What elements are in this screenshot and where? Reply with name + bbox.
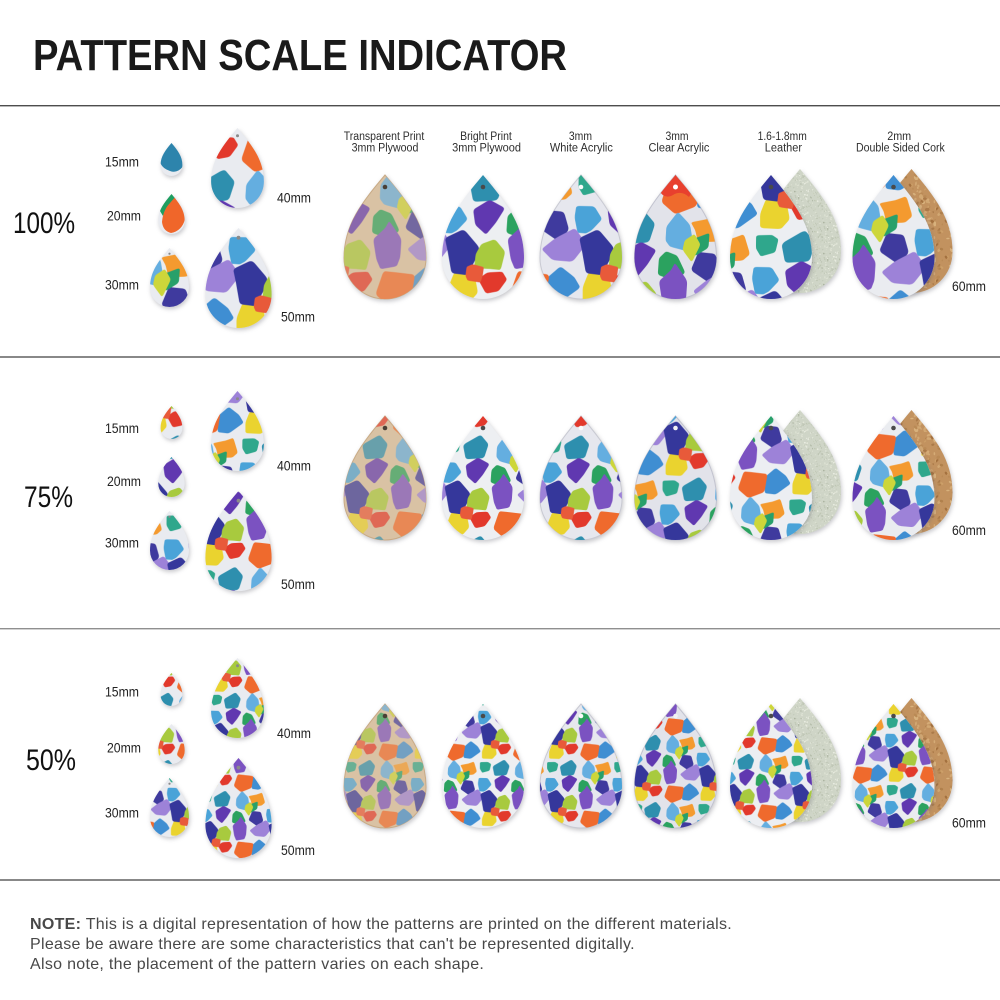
svg-text:Transparent Print: Transparent Print — [344, 131, 425, 143]
svg-text:60mm: 60mm — [952, 523, 986, 538]
svg-text:3mm: 3mm — [666, 131, 689, 143]
svg-text:40mm: 40mm — [277, 726, 311, 741]
svg-text:15mm: 15mm — [105, 154, 139, 169]
svg-text:15mm: 15mm — [105, 421, 139, 436]
svg-text:30mm: 30mm — [105, 277, 139, 292]
svg-text:Bright Print: Bright Print — [460, 131, 512, 143]
svg-text:1.6-1.8mm: 1.6-1.8mm — [758, 131, 807, 143]
svg-text:Leather: Leather — [765, 143, 802, 155]
svg-text:15mm: 15mm — [105, 684, 139, 699]
svg-text:60mm: 60mm — [952, 279, 986, 294]
svg-text:Double Sided Cork: Double Sided Cork — [856, 143, 945, 155]
svg-text:40mm: 40mm — [277, 459, 311, 474]
svg-text:40mm: 40mm — [277, 190, 311, 205]
svg-text:PATTERN SCALE INDICATOR: PATTERN SCALE INDICATOR — [33, 31, 567, 80]
svg-text:20mm: 20mm — [107, 208, 141, 223]
svg-text:20mm: 20mm — [107, 474, 141, 489]
svg-text:50mm: 50mm — [281, 577, 315, 592]
svg-text:3mm: 3mm — [569, 131, 592, 143]
svg-text:3mm Plywood: 3mm Plywood — [452, 143, 521, 155]
svg-text:20mm: 20mm — [107, 740, 141, 755]
svg-text:White Acrylic: White Acrylic — [550, 143, 613, 155]
svg-text:50%: 50% — [26, 744, 76, 777]
svg-text:30mm: 30mm — [105, 805, 139, 820]
svg-text:3mm Plywood: 3mm Plywood — [352, 143, 419, 155]
svg-text:100%: 100% — [13, 207, 75, 240]
svg-text:2mm: 2mm — [887, 131, 911, 143]
svg-text:50mm: 50mm — [281, 843, 315, 858]
svg-text:75%: 75% — [24, 481, 73, 514]
svg-text:50mm: 50mm — [281, 309, 315, 324]
svg-text:60mm: 60mm — [952, 815, 986, 830]
svg-text:Clear Acrylic: Clear Acrylic — [649, 143, 710, 155]
svg-text:30mm: 30mm — [105, 535, 139, 550]
